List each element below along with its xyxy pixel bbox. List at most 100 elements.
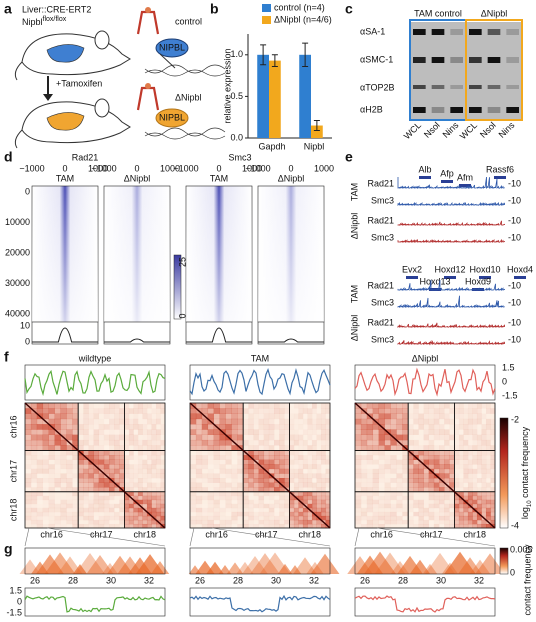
matrix-cell	[320, 495, 326, 501]
matrix-cell	[243, 495, 249, 501]
chrom-box	[124, 491, 166, 529]
matrix-cell	[264, 496, 269, 500]
matrix-cell	[66, 464, 73, 470]
matrix-cell	[402, 511, 409, 517]
matrix-cell	[396, 413, 403, 420]
matrix-cell	[109, 512, 114, 516]
matrix-cell	[151, 478, 156, 483]
matrix-cell	[325, 424, 331, 430]
matrix-cell	[360, 434, 368, 441]
matrix-cell	[156, 478, 161, 483]
matrix-cell	[316, 460, 321, 465]
matrix-cell	[284, 414, 289, 420]
matrix-cell	[146, 523, 152, 529]
matrix-cell	[248, 435, 253, 441]
matrix-cell	[208, 455, 214, 460]
matrix-cell	[418, 455, 424, 460]
matrix-cell	[284, 515, 290, 521]
matrix-cell	[42, 403, 49, 409]
matrix-cell	[25, 469, 31, 474]
column-label: ΔNipbl	[278, 173, 305, 183]
matrix-cell	[48, 450, 55, 456]
matrix-cell	[372, 439, 379, 446]
matrix-cell	[42, 413, 49, 420]
colorbar-tick: 0	[177, 313, 187, 318]
matrix-cell	[155, 491, 161, 497]
matrix-cell	[78, 482, 84, 488]
matrix-cell	[307, 487, 312, 492]
matrix-cell	[195, 515, 203, 521]
matrix-cell	[463, 515, 469, 521]
matrix-cell	[361, 483, 367, 488]
matrix-cell	[390, 519, 397, 525]
matrix-cell	[476, 515, 482, 521]
matrix-cell	[119, 429, 124, 435]
matrix-cell	[78, 445, 84, 451]
matrix-cell	[219, 495, 226, 501]
matrix-cell	[423, 450, 430, 456]
cohesin-head	[145, 7, 151, 13]
matrix-cell	[37, 451, 43, 456]
matrix-cell	[54, 403, 61, 409]
matrix-cell	[439, 482, 445, 488]
matrix-cell	[114, 487, 120, 493]
matrix-cell	[142, 429, 148, 435]
matrix-cell	[133, 478, 138, 483]
blot-band	[469, 57, 482, 63]
matrix-cell	[225, 455, 232, 460]
matrix-cell	[98, 519, 105, 525]
matrix-cell	[54, 408, 61, 414]
matrix-cell	[490, 459, 496, 465]
matrix-cell	[378, 511, 385, 517]
matrix-cell	[36, 408, 44, 414]
matrix-cell	[490, 469, 495, 474]
matrix-cell	[390, 500, 396, 504]
cohesin-head	[145, 83, 151, 89]
matrix-cell	[402, 450, 409, 456]
tad-triangle	[236, 561, 254, 574]
matrix-cell	[78, 503, 84, 509]
matrix-cell	[93, 482, 100, 488]
matrix-cell	[396, 445, 403, 451]
matrix-cell	[481, 473, 487, 479]
matrix-cell	[142, 455, 147, 460]
matrix-cell	[439, 424, 445, 430]
matrix-cell	[367, 478, 373, 483]
matrix-cell	[372, 503, 379, 509]
matrix-cell	[146, 487, 152, 493]
matrix-cell	[30, 487, 38, 493]
matrix-cell	[458, 519, 464, 525]
matrix-cell	[36, 511, 44, 517]
matrix-cell	[481, 487, 487, 493]
matrix-cell	[279, 418, 285, 425]
matrix-cell	[263, 418, 270, 425]
matrix-cell	[114, 500, 119, 504]
matrix-cell	[78, 520, 83, 524]
matrix-cell	[72, 504, 78, 508]
matrix-cell	[190, 434, 197, 441]
matrix-cell	[316, 478, 322, 483]
matrix-cell	[449, 491, 455, 497]
blot-band	[431, 29, 445, 35]
x-tick-label: 26	[30, 575, 40, 585]
matrix-cell	[355, 499, 362, 505]
matrix-cell	[207, 424, 214, 430]
matrix-cell	[142, 511, 148, 517]
matrix-cell	[467, 445, 473, 451]
matrix-cell	[66, 499, 73, 505]
track-scale: -10	[508, 317, 521, 327]
matrix-cell	[103, 515, 110, 521]
matrix-cell	[268, 515, 275, 521]
matrix-cell	[360, 439, 368, 446]
matrix-cell	[124, 482, 130, 488]
matrix-cell	[88, 435, 93, 441]
tad-triangle	[310, 553, 340, 574]
matrix-cell	[219, 523, 226, 529]
matrix-cell	[72, 483, 78, 488]
label: ΔNipbl	[175, 92, 202, 102]
matrix-cell	[155, 434, 161, 441]
matrix-cell	[248, 511, 254, 517]
matrix-cell	[78, 487, 84, 493]
matrix-cell	[449, 503, 455, 509]
matrix-cell	[379, 483, 385, 488]
